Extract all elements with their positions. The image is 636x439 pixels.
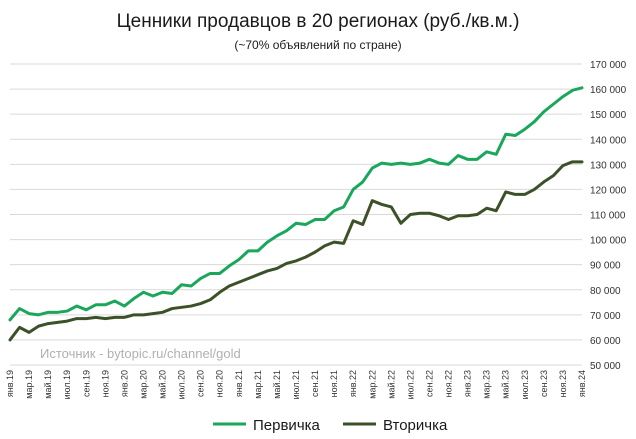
- y-tick-label: 160 000: [590, 85, 627, 96]
- x-tick-label: янв.23: [463, 370, 473, 397]
- x-tick-label: сен.19: [81, 370, 91, 397]
- x-tick-label: мар.21: [253, 370, 263, 399]
- x-tick-label: май.23: [501, 370, 511, 399]
- y-tick-label: 90 000: [590, 261, 621, 272]
- x-tick-label: сен.20: [196, 370, 206, 397]
- y-tick-label: 150 000: [590, 110, 627, 121]
- y-tick-label: 60 000: [590, 336, 621, 347]
- x-tick-label: июл.22: [405, 370, 415, 399]
- x-tick-label: май.19: [43, 370, 53, 399]
- y-tick-label: 80 000: [590, 286, 621, 297]
- y-tick-label: 110 000: [590, 211, 626, 222]
- gridlines: [10, 63, 582, 366]
- x-tick-label: ноя.21: [329, 370, 339, 397]
- series-lines: [8, 86, 584, 342]
- legend-label: Первичка: [253, 417, 321, 434]
- y-tick-label: 140 000: [590, 135, 627, 146]
- y-tick-label: 130 000: [590, 160, 627, 171]
- series-line-secondary: [8, 160, 584, 342]
- x-tick-label: июл.21: [291, 370, 301, 399]
- y-tick-label: 100 000: [590, 236, 627, 247]
- x-tick-label: ноя.22: [444, 370, 454, 397]
- chart-subtitle: (~70% объявлений по стране): [234, 38, 401, 52]
- x-tick-label: янв.19: [5, 370, 15, 397]
- series-line-primary: [8, 86, 584, 322]
- y-axis: 50 000 60 000 70 000 80 000 90 000 100 000 110…: [590, 60, 627, 372]
- x-tick-label: янв.20: [119, 370, 129, 397]
- x-tick-label: мар.19: [24, 370, 34, 399]
- x-tick-label: ноя.20: [215, 370, 225, 397]
- x-tick-label: май.22: [386, 370, 396, 399]
- x-tick-label: июл.20: [177, 370, 187, 399]
- x-tick-label: ноя.19: [100, 370, 110, 397]
- x-tick-label: июл.19: [62, 370, 72, 399]
- x-tick-label: сен.21: [310, 370, 320, 397]
- y-tick-label: 170 000: [590, 60, 627, 71]
- x-tick-label: май.20: [158, 370, 168, 399]
- x-tick-label: янв.21: [234, 370, 244, 397]
- source-watermark: Источник - bytopic.ru/channel/gold: [40, 346, 241, 361]
- x-tick-label: ноя.23: [558, 370, 568, 397]
- chart-title: Ценники продавцов в 20 регионах (руб./кв…: [117, 11, 520, 32]
- y-tick-label: 120 000: [590, 185, 627, 196]
- x-tick-label: мар.22: [367, 370, 377, 399]
- y-tick-label: 70 000: [590, 311, 621, 322]
- x-axis: янв.19 мар.19 май.19 июл.19 сен.19 ноя.19 янв.…: [5, 370, 587, 399]
- x-tick-label: июл.23: [520, 370, 530, 399]
- x-tick-label: мар.23: [482, 370, 492, 399]
- x-tick-label: янв.22: [348, 370, 358, 397]
- legend: Первичка Вторичка: [213, 417, 448, 434]
- legend-label: Вторичка: [383, 417, 448, 434]
- x-tick-label: янв.24: [577, 370, 587, 397]
- x-tick-label: сен.22: [424, 370, 434, 397]
- x-tick-label: май.21: [272, 370, 282, 399]
- x-tick-label: сен.23: [539, 370, 549, 397]
- x-tick-label: мар.20: [138, 370, 148, 399]
- y-tick-label: 50 000: [590, 361, 621, 372]
